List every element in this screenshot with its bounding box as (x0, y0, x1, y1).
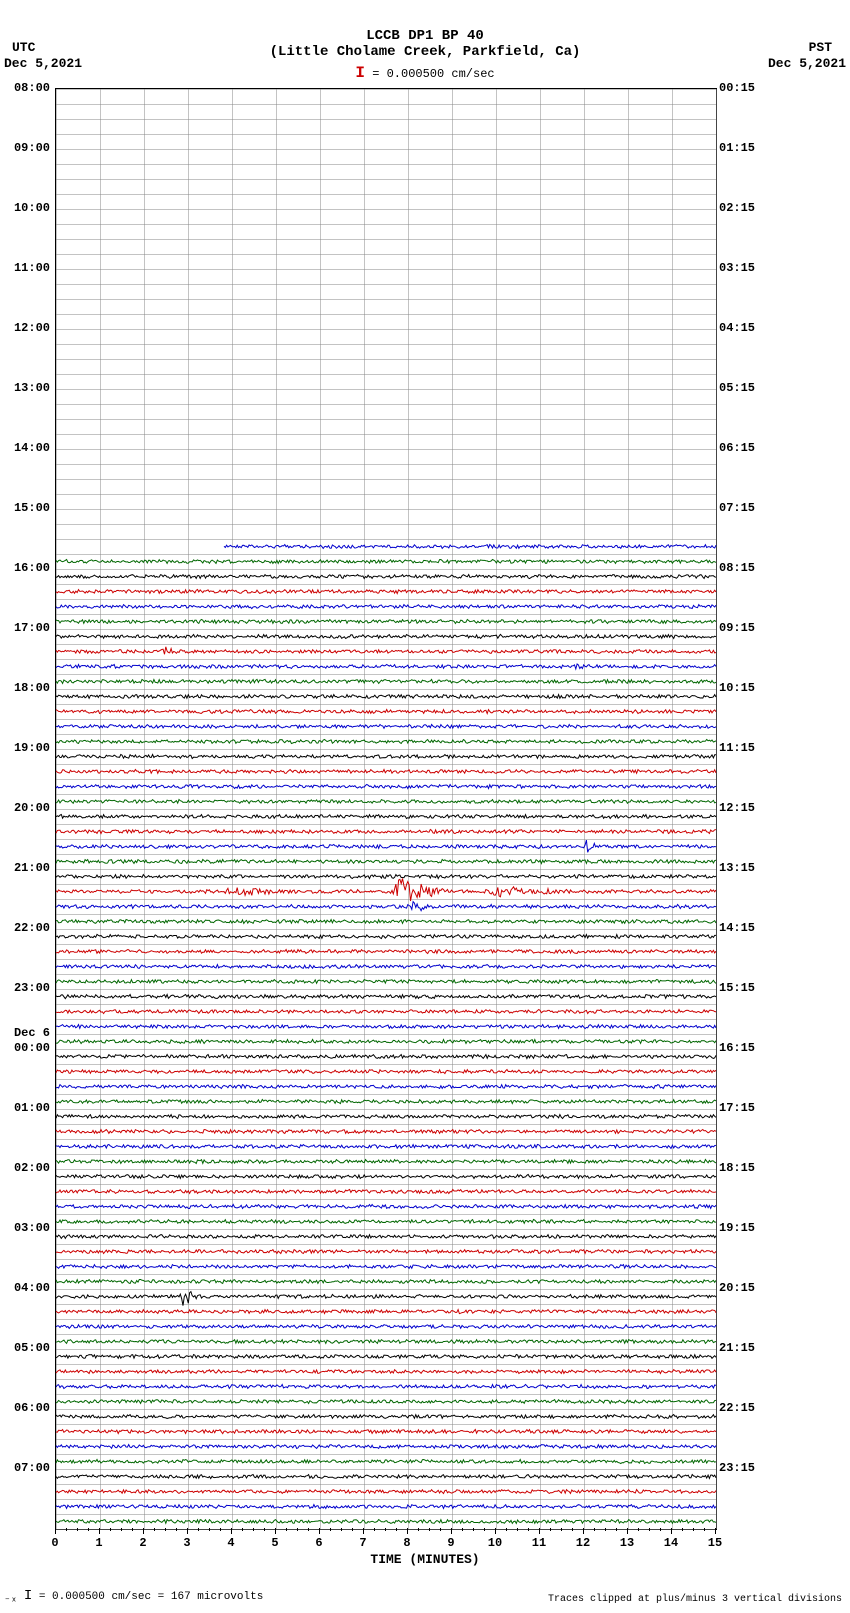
x-tick-label: 10 (488, 1536, 502, 1550)
utc-time-label: 01:00 (2, 1101, 50, 1115)
utc-time-label: 12:00 (2, 321, 50, 335)
pst-time-label: 17:15 (719, 1101, 767, 1115)
utc-time-label: 22:00 (2, 921, 50, 935)
dec6-label: Dec 6 (2, 1026, 50, 1040)
tz-right-label: PST (809, 40, 832, 55)
utc-time-label: 11:00 (2, 261, 50, 275)
x-tick-label: 0 (51, 1536, 58, 1550)
utc-time-label: 04:00 (2, 1281, 50, 1295)
utc-time-label: 08:00 (2, 81, 50, 95)
x-tick-label: 12 (576, 1536, 590, 1550)
pst-time-label: 20:15 (719, 1281, 767, 1295)
utc-time-label: 13:00 (2, 381, 50, 395)
utc-time-label: 03:00 (2, 1221, 50, 1235)
date-right-label: Dec 5,2021 (768, 56, 846, 71)
utc-time-label: 20:00 (2, 801, 50, 815)
pst-time-label: 08:15 (719, 561, 767, 575)
seismogram-container: LCCB DP1 BP 40 (Little Cholame Creek, Pa… (0, 0, 850, 1613)
date-left-label: Dec 5,2021 (4, 56, 82, 71)
utc-time-label: 00:00 (2, 1041, 50, 1055)
x-tick-label: 5 (271, 1536, 278, 1550)
x-tick-label: 3 (183, 1536, 190, 1550)
pst-time-label: 10:15 (719, 681, 767, 695)
x-tick-label: 2 (139, 1536, 146, 1550)
utc-time-label: 15:00 (2, 501, 50, 515)
scale-indicator: I = 0.000500 cm/sec (0, 64, 850, 82)
scale-text: = 0.000500 cm/sec (372, 67, 494, 81)
pst-time-label: 05:15 (719, 381, 767, 395)
pst-time-label: 15:15 (719, 981, 767, 995)
pst-time-label: 18:15 (719, 1161, 767, 1175)
title-line2: (Little Cholame Creek, Parkfield, Ca) (0, 44, 850, 60)
pst-time-label: 07:15 (719, 501, 767, 515)
pst-time-label: 21:15 (719, 1341, 767, 1355)
x-tick-label: 14 (664, 1536, 678, 1550)
utc-time-label: 14:00 (2, 441, 50, 455)
pst-time-label: 03:15 (719, 261, 767, 275)
x-tick-label: 1 (95, 1536, 102, 1550)
pst-time-label: 06:15 (719, 441, 767, 455)
pst-time-label: 09:15 (719, 621, 767, 635)
pst-time-label: 04:15 (719, 321, 767, 335)
utc-time-label: 17:00 (2, 621, 50, 635)
x-tick-label: 6 (315, 1536, 322, 1550)
utc-time-label: 21:00 (2, 861, 50, 875)
pst-time-label: 16:15 (719, 1041, 767, 1055)
pst-time-label: 13:15 (719, 861, 767, 875)
utc-time-label: 19:00 (2, 741, 50, 755)
pst-time-label: 12:15 (719, 801, 767, 815)
x-tick-label: 13 (620, 1536, 634, 1550)
pst-time-label: 14:15 (719, 921, 767, 935)
utc-time-label: 23:00 (2, 981, 50, 995)
tz-left-label: UTC (12, 40, 35, 55)
x-tick-label: 15 (708, 1536, 722, 1550)
x-tick-label: 4 (227, 1536, 234, 1550)
utc-time-label: 07:00 (2, 1461, 50, 1475)
utc-time-label: 06:00 (2, 1401, 50, 1415)
utc-time-label: 02:00 (2, 1161, 50, 1175)
seismic-traces (56, 89, 716, 1529)
footer-right: Traces clipped at plus/minus 3 vertical … (548, 1594, 842, 1605)
x-tick-label: 9 (447, 1536, 454, 1550)
pst-time-label: 00:15 (719, 81, 767, 95)
pst-time-label: 19:15 (719, 1221, 767, 1235)
utc-time-label: 05:00 (2, 1341, 50, 1355)
pst-time-label: 23:15 (719, 1461, 767, 1475)
x-tick-label: 7 (359, 1536, 366, 1550)
plot-area (55, 88, 717, 1530)
footer-left-text: = 0.000500 cm/sec = 167 microvolts (39, 1591, 263, 1603)
utc-time-label: 16:00 (2, 561, 50, 575)
utc-time-label: 18:00 (2, 681, 50, 695)
x-axis-title: TIME (MINUTES) (0, 1552, 850, 1567)
pst-time-label: 02:15 (719, 201, 767, 215)
utc-time-label: 10:00 (2, 201, 50, 215)
pst-time-label: 22:15 (719, 1401, 767, 1415)
pst-time-label: 11:15 (719, 741, 767, 755)
x-tick-label: 8 (403, 1536, 410, 1550)
x-tick-label: 11 (532, 1536, 546, 1550)
footer-left: ₋ₓ I = 0.000500 cm/sec = 167 microvolts (4, 1588, 263, 1605)
pst-time-label: 01:15 (719, 141, 767, 155)
utc-time-label: 09:00 (2, 141, 50, 155)
title-line1: LCCB DP1 BP 40 (0, 0, 850, 44)
